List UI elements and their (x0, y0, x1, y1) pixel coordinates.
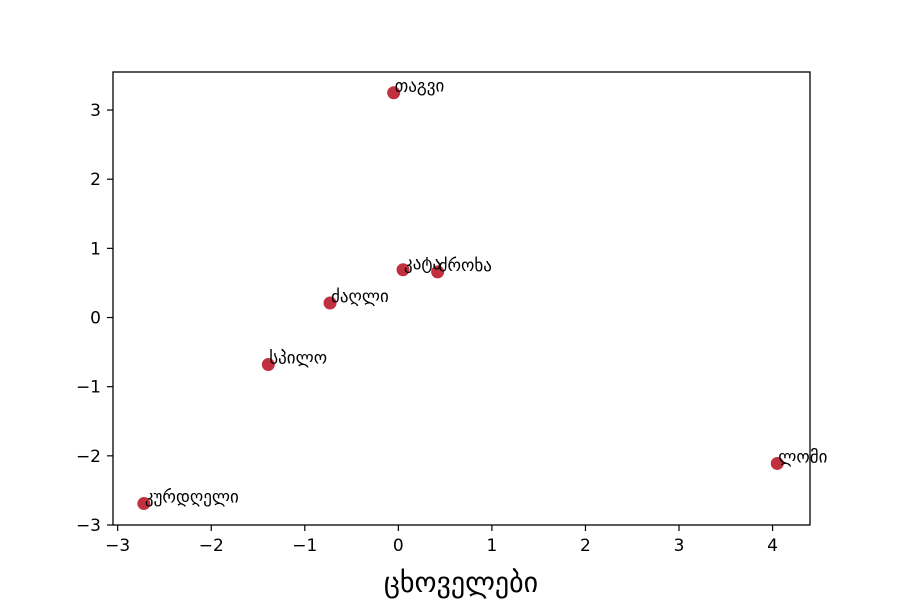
y-tick-label: 3 (90, 101, 101, 121)
point-label: ძაღლი (331, 287, 389, 307)
x-axis: −3 −2 −1 0 1 2 3 4 (105, 525, 778, 556)
x-tick-label: −3 (105, 536, 130, 556)
point-label: თაგვი (395, 77, 445, 97)
plot-frame (112, 71, 811, 526)
point-label: ლომი (778, 447, 827, 467)
data-point (137, 497, 151, 511)
y-tick-label: 0 (90, 309, 101, 329)
x-tick-label: −1 (292, 536, 317, 556)
data-point (261, 358, 275, 372)
data-point (387, 86, 401, 100)
data-point (770, 456, 784, 470)
x-tick-label: 3 (674, 536, 685, 556)
y-tick-label: 1 (90, 239, 101, 259)
y-tick-label: −3 (76, 516, 101, 536)
x-tick-label: 0 (393, 536, 404, 556)
x-tick-label: 1 (486, 536, 497, 556)
y-tick-label: 2 (90, 170, 101, 190)
x-tick-label: −2 (199, 536, 224, 556)
data-point (323, 296, 337, 310)
data-point (431, 265, 445, 279)
point-label: სპილო (269, 349, 327, 369)
y-tick-label: −1 (76, 378, 101, 398)
y-axis: −3 −2 −1 0 1 2 3 (76, 101, 113, 536)
data-points (137, 86, 784, 511)
x-axis-title: ცხოველები (384, 566, 538, 599)
point-label: კურდღელი (145, 488, 239, 508)
x-tick-label: 4 (767, 536, 778, 556)
y-tick-label: −2 (76, 447, 101, 467)
point-label: კატა (404, 254, 441, 274)
x-tick-label: 2 (580, 536, 591, 556)
data-point (396, 263, 410, 277)
point-label: ძროხა (439, 256, 492, 276)
